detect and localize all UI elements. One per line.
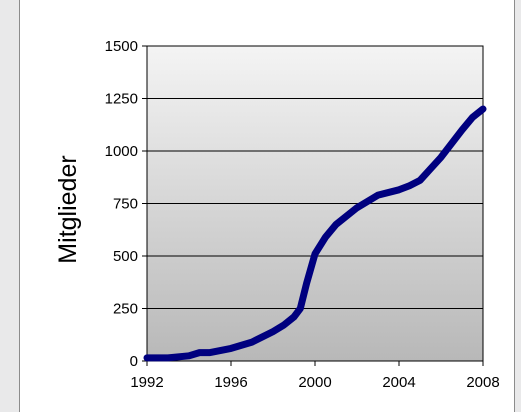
x-tick-label: 2000 xyxy=(298,374,331,391)
y-tick-label: 1250 xyxy=(105,91,138,108)
y-tick-label: 250 xyxy=(113,301,138,318)
x-tick-label: 1996 xyxy=(214,374,247,391)
x-tick-labels: 1992 1996 2000 2004 2008 xyxy=(130,374,499,391)
y-tick-label: 750 xyxy=(113,196,138,213)
y-tick-label: 0 xyxy=(130,353,138,370)
series-group xyxy=(143,105,487,362)
y-tick-label: 500 xyxy=(113,248,138,265)
y-axis-label: Mitglieder xyxy=(54,155,82,263)
y-tick-label: 1000 xyxy=(105,143,138,160)
axes xyxy=(142,45,484,366)
x-tick-label: 2004 xyxy=(382,374,415,391)
x-tick-label: 1992 xyxy=(130,374,163,391)
x-tick-label: 2008 xyxy=(466,374,499,391)
series-line-0 xyxy=(143,105,487,362)
grid-lines xyxy=(147,45,483,309)
y-tick-label: 1500 xyxy=(105,38,138,55)
y-tick-labels: 0 250 500 750 1000 1250 1500 xyxy=(105,38,138,370)
